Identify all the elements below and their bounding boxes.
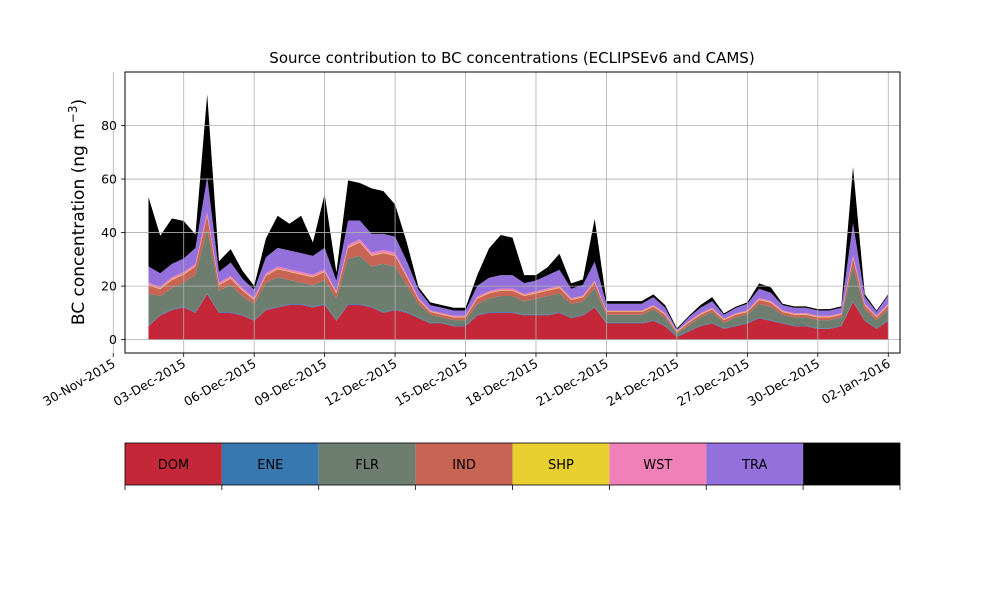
y-tick-label: 60 [101, 172, 117, 187]
area-bb [148, 94, 889, 330]
area-wst [148, 211, 889, 332]
x-axis: 30-Nov-201503-Dec-201506-Dec-201509-Dec-… [40, 353, 893, 409]
legend-label: TRA [741, 458, 767, 473]
colorbar-legend: DOM ENE FLR IND SHP WST TRA BB [124, 442, 901, 490]
chart-title: Source contribution to BC concentrations… [269, 49, 754, 67]
legend-swatch-shp [512, 443, 610, 485]
legend-swatch-flr [318, 443, 416, 485]
x-tick-label: 15-Dec-2015 [392, 356, 470, 409]
x-tick-label: 27-Dec-2015 [674, 356, 752, 409]
legend-label: WST [643, 458, 672, 473]
y-tick-label: 40 [101, 225, 117, 240]
area-flr [148, 229, 889, 337]
plot-area: 0 20 40 60 80 30-Nov-201503-Dec-201506-Dec-2… [40, 71, 901, 409]
x-tick-label: 02-Jan-2016 [819, 356, 893, 407]
legend-label: ENE [257, 458, 283, 473]
y-axis: 0 20 40 60 80 [101, 118, 125, 347]
y-tick-label: 0 [109, 332, 117, 347]
legend-swatch-ind [415, 443, 513, 485]
plot-frame [124, 71, 901, 354]
area-dom [148, 294, 889, 340]
grid-lines [112, 72, 900, 353]
legend-swatch-wst [609, 443, 707, 485]
x-tick-label: 24-Dec-2015 [604, 356, 682, 409]
area-ind [148, 215, 889, 334]
area-tra [148, 177, 889, 332]
legend-label: DOM [158, 458, 189, 473]
y-tick-label: 80 [101, 118, 117, 133]
y-tick-label: 20 [101, 279, 117, 294]
x-tick-label: 21-Dec-2015 [533, 356, 611, 409]
x-tick-label: 09-Dec-2015 [252, 356, 330, 409]
x-tick-label: 18-Dec-2015 [463, 356, 541, 409]
legend-label: IND [452, 458, 476, 473]
y-axis-label: BC concentration (ng m−3) [66, 99, 89, 325]
legend-swatch-dom [125, 443, 222, 485]
legend-swatch-bb [803, 443, 900, 485]
x-tick-label: 30-Dec-2015 [745, 356, 823, 409]
legend-label: FLR [355, 458, 379, 473]
x-tick-label: 03-Dec-2015 [111, 356, 189, 409]
stacked-areas [148, 94, 889, 340]
legend-swatch-ene [221, 443, 319, 485]
x-tick-label: 12-Dec-2015 [322, 356, 400, 409]
legend-label: BB [843, 458, 861, 473]
legend-label: SHP [548, 458, 574, 473]
x-tick-label: 06-Dec-2015 [181, 356, 259, 409]
legend-swatch-tra [706, 443, 804, 485]
x-tick-label: 30-Nov-2015 [40, 356, 117, 409]
